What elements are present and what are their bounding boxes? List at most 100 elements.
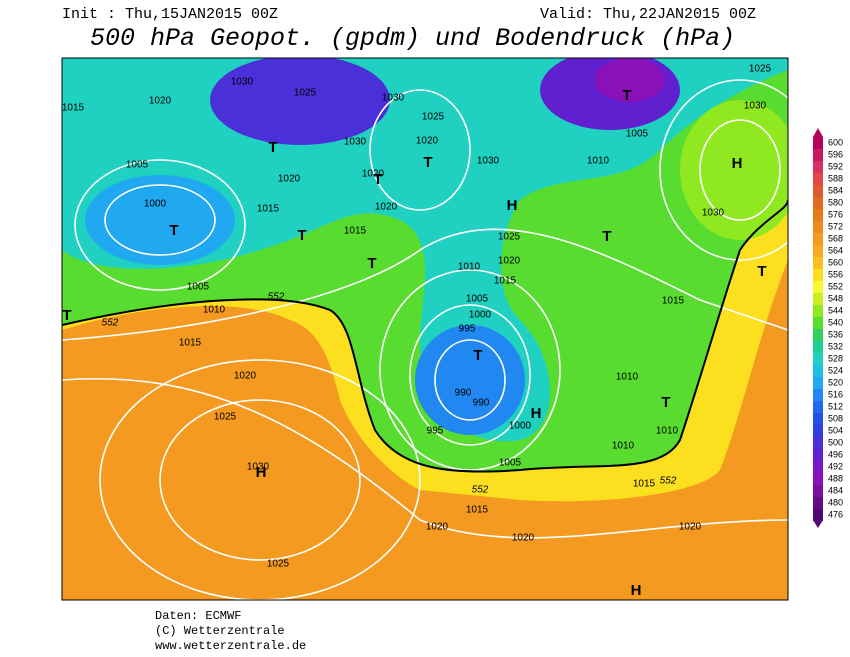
- isobar-label: 990: [455, 388, 472, 399]
- isobar-label: 1020: [679, 522, 702, 533]
- high-marker: H: [631, 582, 642, 599]
- isobar-label: 1005: [126, 160, 149, 171]
- isobar-label: 1025: [267, 559, 290, 570]
- isobar-label: 1030: [247, 462, 270, 473]
- isobar-label: 1000: [509, 421, 532, 432]
- footer-copyright: (C) Wetterzentrale: [155, 624, 285, 638]
- low-marker: T: [367, 255, 376, 272]
- high-marker: H: [507, 197, 518, 214]
- colorbar-label: 564: [828, 245, 843, 255]
- isobar-label: 1010: [656, 426, 679, 437]
- isobar-label: 1030: [344, 137, 367, 148]
- colorbar-swatch: [813, 281, 823, 293]
- isobar-label: 1020: [426, 522, 449, 533]
- isobars: [62, 79, 788, 600]
- colorbar-swatch: [813, 221, 823, 233]
- isobar-label: 1020: [149, 96, 172, 107]
- colorbar-top-arrow: [813, 128, 823, 137]
- colorbar-swatch: [813, 329, 823, 341]
- isobar-label: 990: [473, 398, 490, 409]
- isobar-label: 1015: [662, 296, 685, 307]
- isobar-label: 1020: [416, 136, 439, 147]
- high-east: [680, 100, 788, 240]
- isobar-label: 1015: [466, 505, 489, 516]
- colorbar-label: 516: [828, 389, 843, 399]
- low-core: [595, 58, 665, 102]
- colorbar-label: 540: [828, 317, 843, 327]
- colorbar-label: 548: [828, 293, 843, 303]
- isobar-label: 1015: [494, 276, 517, 287]
- low-marker: T: [661, 394, 670, 411]
- low-marker: T: [473, 347, 482, 364]
- isobar-label: 1025: [498, 232, 521, 243]
- low-marker: T: [757, 263, 766, 280]
- isobar-label: 1010: [612, 441, 635, 452]
- colorbar-swatch: [813, 497, 823, 509]
- colorbar-label: 552: [828, 281, 843, 291]
- colorbar-swatch: [813, 473, 823, 485]
- isobar-label: 1015: [257, 204, 280, 215]
- high-marker: H: [531, 405, 542, 422]
- isobar-label: 1020: [234, 371, 257, 382]
- colorbar-label: 584: [828, 185, 843, 195]
- isobar-label: 1010: [458, 262, 481, 273]
- contour-label: 552: [268, 292, 285, 303]
- colorbar-swatch: [813, 413, 823, 425]
- pressure-centers: T T T T T T T T T T T T H H H H H: [62, 87, 766, 599]
- low-west: [85, 175, 235, 265]
- contour-label: 552: [472, 485, 489, 496]
- colorbar-swatch: [813, 425, 823, 437]
- valid-time: Valid: Thu,22JAN2015 00Z: [540, 6, 756, 23]
- colorbar-label: 496: [828, 449, 843, 459]
- colorbar-label: 532: [828, 341, 843, 351]
- isobar-label: 1020: [498, 256, 521, 267]
- low-marker: T: [423, 154, 432, 171]
- colorbar-label: 484: [828, 485, 843, 495]
- isobar-label: 1025: [214, 412, 237, 423]
- colorbar-swatch: [813, 341, 823, 353]
- colorbar-label: 544: [828, 305, 843, 315]
- init-time: Init : Thu,15JAN2015 00Z: [62, 6, 278, 23]
- colorbar-label: 576: [828, 209, 843, 219]
- footer-source: Daten: ECMWF: [155, 609, 241, 623]
- isobar-label: 1015: [62, 103, 85, 114]
- colorbar-swatch: [813, 137, 823, 149]
- isobar-label: 1010: [587, 156, 610, 167]
- colorbar-label: 560: [828, 257, 843, 267]
- colorbar-swatch: [813, 509, 823, 521]
- isobar-label: 1000: [469, 310, 492, 321]
- high-marker: H: [732, 155, 743, 172]
- isobar-label: 995: [459, 324, 476, 335]
- colorbar-label: 592: [828, 161, 843, 171]
- colorbar-label: 528: [828, 353, 843, 363]
- isobar-label: 1030: [744, 101, 767, 112]
- low-marker: T: [622, 87, 631, 104]
- isobar-label: 1015: [633, 479, 656, 490]
- colorbar-swatch: [813, 197, 823, 209]
- colorbar-label: 504: [828, 425, 843, 435]
- colorbar-label: 512: [828, 401, 843, 411]
- colorbar-label: 480: [828, 497, 843, 507]
- colorbar-swatch: [813, 257, 823, 269]
- colorbar-swatch: [813, 485, 823, 497]
- colorbar-swatch: [813, 305, 823, 317]
- colorbar-swatch: [813, 293, 823, 305]
- map-frame: [61, 57, 789, 601]
- footer-url: www.wetterzentrale.de: [155, 639, 306, 653]
- colorbar-swatch: [813, 365, 823, 377]
- isobar-label: 1010: [203, 305, 226, 316]
- isobar-label: 1020: [278, 174, 301, 185]
- isobar-label: 1020: [512, 533, 535, 544]
- colorbar-swatch: [813, 389, 823, 401]
- colorbar-label: 476: [828, 509, 843, 519]
- isobar-label: 1005: [499, 458, 522, 469]
- colorbar-swatch: [813, 449, 823, 461]
- colorbar-label: 556: [828, 269, 843, 279]
- low-central: [415, 325, 525, 435]
- isobar-label: 1015: [179, 338, 202, 349]
- low-marker: T: [602, 228, 611, 245]
- cyan-zone: [62, 58, 788, 442]
- contour-552-labels: 552 552 552 552: [102, 292, 677, 496]
